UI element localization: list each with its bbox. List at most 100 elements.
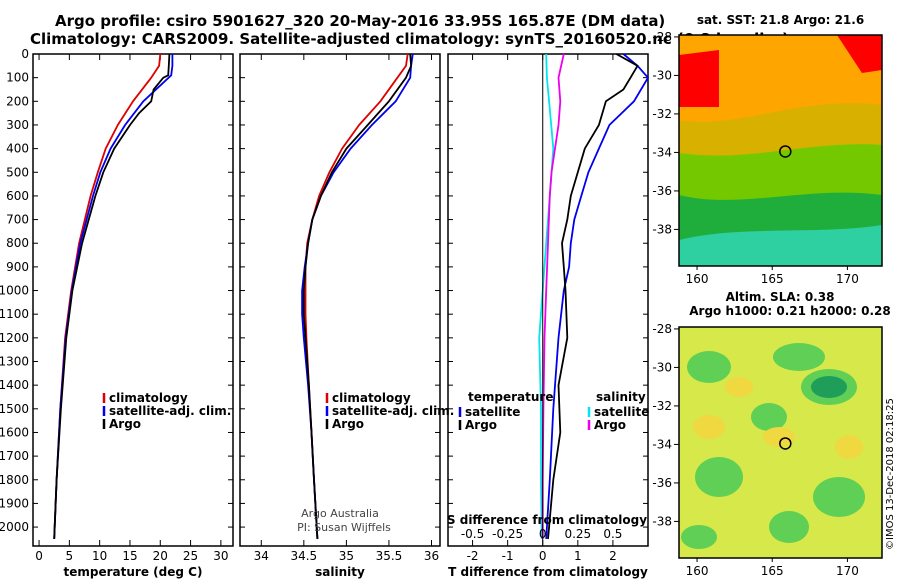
salinity-legend-label: Argo [332, 417, 364, 431]
map-x-tick-label: 170 [836, 272, 859, 286]
x-tick-label: 0 [539, 549, 547, 563]
diff-legend-title-salinity: salinity [596, 390, 646, 404]
map-frame-1 [678, 34, 883, 267]
y-tick-label: 100 [6, 71, 29, 85]
map-y-tick-label: -28 [652, 322, 672, 336]
y-tick-label: 1400 [0, 378, 29, 392]
sla-high-anomaly-patch [763, 427, 795, 447]
y-tick-label: 600 [6, 189, 29, 203]
y-tick-label: 700 [6, 213, 29, 227]
plot-title-line2: Climatology: CARS2009. Satellite-adjuste… [30, 30, 789, 48]
sla-low-anomaly-patch [773, 343, 825, 371]
map-y-tick-label: -38 [652, 222, 672, 236]
x-tick-label: 20 [153, 549, 168, 563]
sla-low-anomaly-patch [813, 477, 865, 517]
y-tick-label: 0 [21, 47, 29, 61]
y-tick-label: 1100 [0, 307, 29, 321]
x-tick-label: 25 [183, 549, 198, 563]
panel-frame-0 [32, 53, 234, 547]
x-tick-label: 34.5 [290, 549, 317, 563]
diff-salinity-legend-label: Argo [594, 418, 626, 432]
sla-high-anomaly-patch [693, 415, 725, 439]
diff-top-tick-label: 0.25 [564, 527, 591, 541]
map-x-tick-label: 165 [761, 272, 784, 286]
series-line-climatology [53, 53, 162, 539]
salinity-legend-label: climatology [332, 391, 411, 405]
map-frame-2 [678, 326, 883, 559]
series-line-t-argo [547, 53, 639, 539]
x-tick-label: 34 [254, 549, 269, 563]
map-y-tick-label: -30 [652, 360, 672, 374]
sst-hot-patch-west [679, 50, 719, 107]
diff-top-tick-label: 0.5 [603, 527, 622, 541]
map-y-tick-label: -34 [652, 145, 672, 159]
sla-deep-low-patch [811, 376, 847, 398]
x-tick-label: 5 [66, 549, 74, 563]
series-line-climatology [304, 53, 409, 539]
map-x-tick-label: 160 [686, 272, 709, 286]
diff-legend-title-temperature: temperature [468, 390, 553, 404]
series-line-s-argo [541, 53, 565, 539]
y-tick-label: 200 [6, 94, 29, 108]
diff-top-tick-label: -0.25 [492, 527, 523, 541]
sla-low-anomaly-patch [687, 351, 731, 383]
y-tick-label: 1500 [0, 402, 29, 416]
diff-top-axis-label: S difference from climatology [447, 513, 647, 527]
panel-frame-2 [447, 53, 649, 547]
sst-hot-patch-northeast [837, 35, 882, 73]
x-tick-label: 10 [92, 549, 107, 563]
map-y-tick-label: -34 [652, 437, 672, 451]
diff-temperature-legend-label: satellite [465, 405, 520, 419]
temperature-legend-label: climatology [109, 391, 188, 405]
map-y-tick-label: -38 [652, 514, 672, 528]
x-tick-label: 15 [122, 549, 137, 563]
sst-cold-band [679, 225, 882, 266]
x-tick-label: 35.5 [376, 549, 403, 563]
temperature-legend-label: Argo [109, 417, 141, 431]
map-x-tick-label: 165 [761, 564, 784, 578]
sla-low-anomaly-patch [695, 457, 743, 497]
y-tick-label: 1800 [0, 473, 29, 487]
map-x-tick-label: 170 [836, 564, 859, 578]
credit-line-1: Argo Australia [301, 507, 379, 520]
sla-map-title-1: Altim. SLA: 0.38 [726, 290, 835, 304]
y-tick-label: 2000 [0, 520, 29, 534]
map-y-tick-label: -28 [652, 30, 672, 44]
map-y-tick-label: -30 [652, 68, 672, 82]
y-tick-label: 1000 [0, 284, 29, 298]
sla-low-anomaly-patch [681, 525, 717, 549]
map-1 [679, 35, 882, 267]
x-tick-label: 35 [339, 549, 354, 563]
y-tick-label: 1900 [0, 496, 29, 510]
x-tick-label: 2 [609, 549, 617, 563]
y-tick-label: 300 [6, 118, 29, 132]
imos-watermark: ©IMOS 13-Dec-2018 02:18:25 [885, 398, 896, 550]
series-line-s-satellite [538, 53, 555, 539]
salinity-legend-label: satellite-adj. clim. [332, 404, 454, 418]
map-y-tick-label: -32 [652, 399, 672, 413]
sla-low-anomaly-patch [751, 403, 787, 431]
diff-salinity-legend-label: satellite [594, 405, 649, 419]
x-axis-label: temperature (deg C) [64, 565, 203, 579]
x-tick-label: -1 [502, 549, 514, 563]
panel-frame-1 [239, 53, 441, 547]
series-line-argo [53, 53, 171, 539]
y-tick-label: 400 [6, 142, 29, 156]
sla-low-anomaly-patch [769, 511, 809, 543]
x-axis-label: T difference from climatology [448, 565, 648, 579]
x-axis-label: salinity [315, 565, 365, 579]
diff-temperature-legend-label: Argo [465, 418, 497, 432]
float-position-marker [779, 145, 792, 158]
x-tick-label: 30 [213, 549, 228, 563]
sst-map-title: sat. SST: 21.8 Argo: 21.6 [697, 13, 864, 27]
map-y-tick-label: -32 [652, 107, 672, 121]
diff-top-tick-label: 0 [539, 527, 547, 541]
y-tick-label: 1200 [0, 331, 29, 345]
x-tick-label: 1 [574, 549, 582, 563]
sla-high-anomaly-patch [835, 435, 863, 459]
temperature-legend-label: satellite-adj. clim. [109, 404, 231, 418]
float-position-marker [779, 437, 792, 450]
y-tick-label: 1700 [0, 449, 29, 463]
y-tick-label: 1600 [0, 425, 29, 439]
